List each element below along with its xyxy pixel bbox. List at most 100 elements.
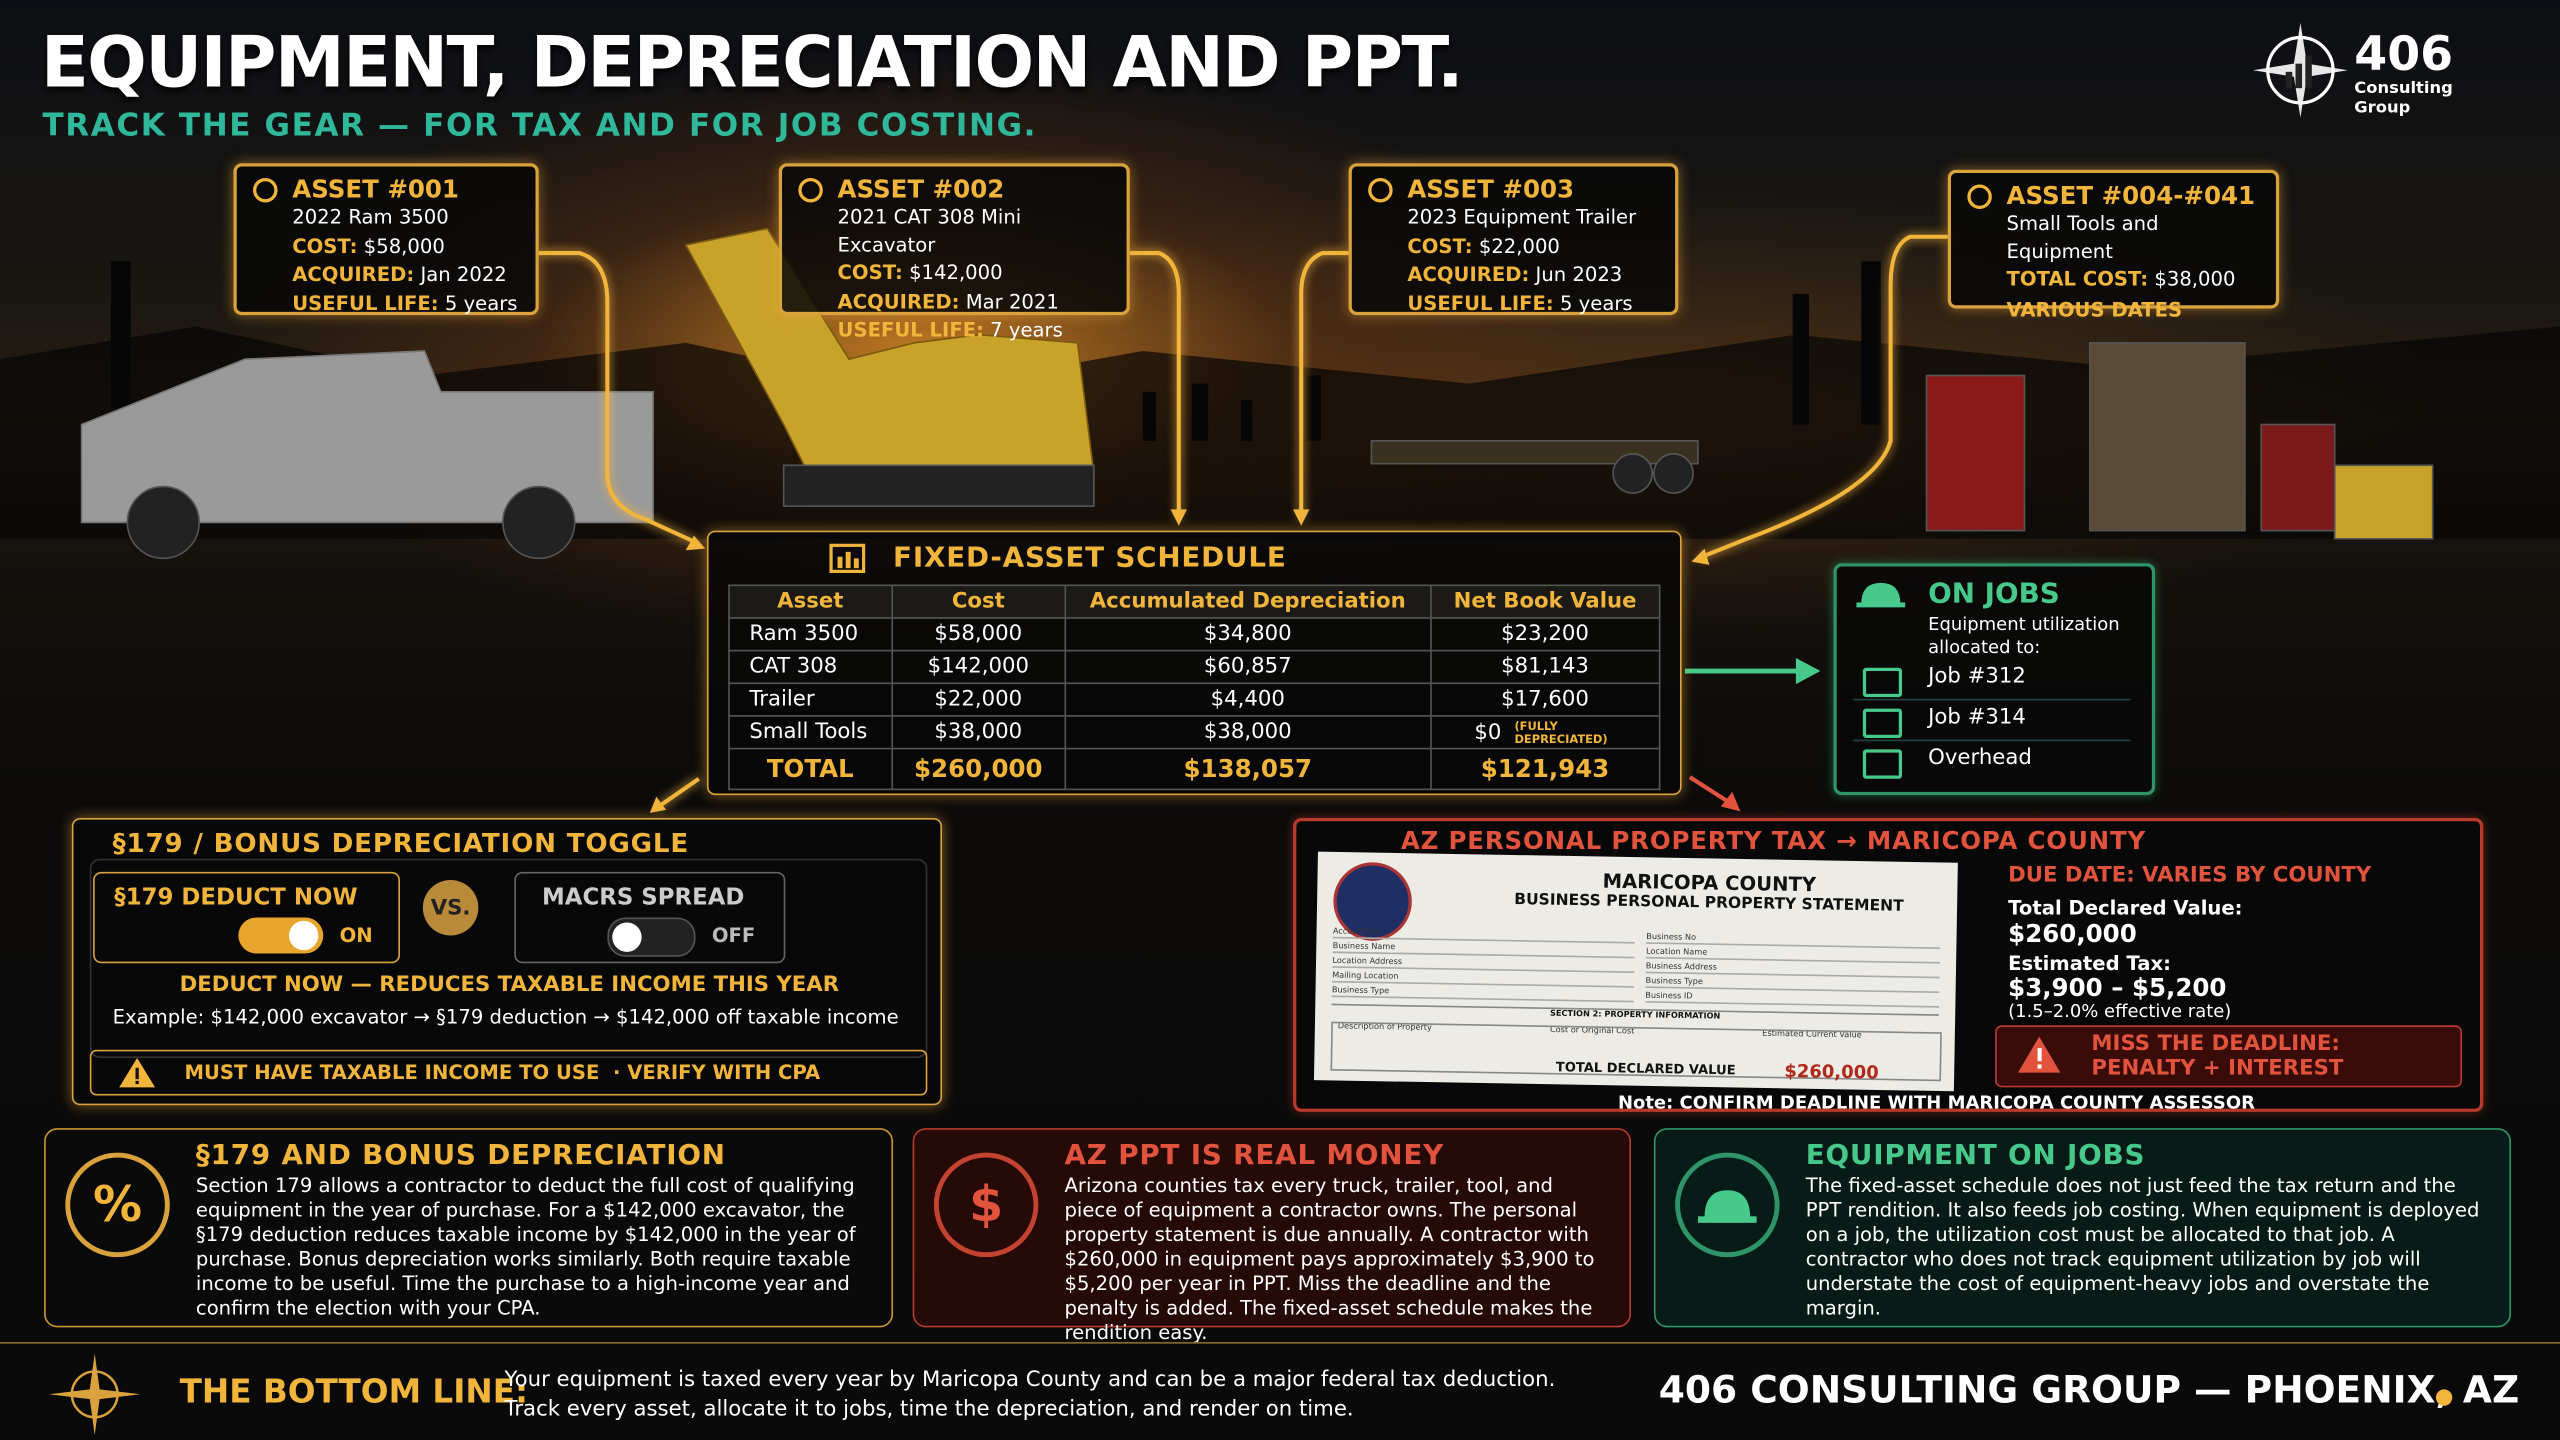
cell-text: $23,200	[1501, 622, 1589, 647]
total-row: TOTAL $260,000 $138,057 $121,943	[728, 747, 1661, 791]
asset-box: ASSET #004-#041 Small Tools and Equipment…	[1947, 169, 2280, 321]
declared-label: Total Declared Value:	[2008, 896, 2243, 920]
toggle-warning-bar: MUST HAVE TAXABLE INCOME TO USE · VERIFY…	[89, 1049, 928, 1096]
table-row: Trailer $22,000 $4,400 $17,600	[728, 682, 1661, 717]
cell-text: $17,600	[1501, 687, 1589, 712]
asset-field: USEFUL LIFE: 5 years	[1407, 290, 1662, 317]
column-header: Asset	[728, 584, 893, 619]
table-cell: $58,000	[890, 617, 1066, 652]
field-value: Jun 2023	[1535, 262, 1623, 286]
helmet-icon	[1856, 582, 1906, 608]
shape	[649, 796, 667, 814]
cell-text: Small Tools	[749, 720, 868, 745]
cell-text: $38,000	[934, 720, 1023, 745]
switch-off[interactable]	[607, 917, 696, 957]
asset-note: VARIOUS DATES	[2006, 297, 2183, 321]
shape	[1691, 548, 1710, 565]
form-field: Business ID	[1645, 991, 1940, 1008]
card-body: Arizona counties tax every truck, traile…	[1064, 1173, 1595, 1344]
field-label: ACQUIRED:	[837, 289, 960, 313]
total-cell: TOTAL	[728, 747, 893, 791]
field-label: TOTAL COST:	[2006, 267, 2149, 291]
field-value: $58,000	[363, 234, 445, 258]
arrowhead	[1720, 791, 1741, 812]
field-label: ACQUIRED:	[1407, 262, 1530, 286]
toggle-warning: MUST HAVE TAXABLE INCOME TO USE · VERIFY…	[184, 1061, 821, 1085]
cell-text: Trailer	[749, 687, 815, 712]
switch-knob	[612, 922, 642, 952]
shape	[845, 551, 851, 569]
asset-icon	[253, 177, 278, 203]
shape	[1925, 374, 2026, 532]
jobs-title: ON JOBS	[1928, 577, 2060, 611]
toggle-example: Example: $142,000 excavator → §179 deduc…	[112, 1005, 899, 1029]
footer-dot	[2435, 1389, 2453, 1406]
card-icon: %	[65, 1152, 170, 1258]
column-header: Net Book Value	[1429, 584, 1661, 619]
schedule-table-wrap: Asset Cost Accumulated Depreciation Net Boo…	[728, 584, 1661, 791]
job-item: Overhead	[1928, 746, 2032, 771]
shape	[655, 777, 700, 810]
vs-badge: VS.	[422, 879, 479, 936]
asset-id: ASSET #004-#041	[2006, 181, 2256, 211]
switch-on[interactable]	[238, 917, 324, 954]
logo-compass	[2253, 22, 2348, 118]
asset-name: 2021 CAT 308 Mini Excavator	[837, 205, 1022, 256]
asset-field: TOTAL COST: $38,000	[2007, 266, 2263, 293]
option-off: MACRS SPREAD OFF	[514, 871, 786, 964]
field-label: ACQUIRED:	[292, 262, 415, 286]
field-value: Jan 2022	[420, 262, 507, 286]
table-row: Small Tools $38,000 $38,000 $0 (FULLY DEPREC…	[728, 715, 1661, 750]
asset-icon	[1368, 177, 1393, 203]
shape	[1697, 234, 1948, 561]
card-jobs: EQUIPMENT ON JOBS The fixed-asset schedu…	[1653, 1128, 2512, 1328]
shape	[2305, 55, 2312, 89]
arrowhead	[1795, 657, 1821, 685]
shape	[1142, 391, 1156, 441]
jobs-subtitle: Equipment utilization allocated to:	[1928, 613, 2120, 658]
asset-connectors	[538, 234, 1948, 810]
table-cell: Trailer	[728, 682, 893, 717]
row-note: (FULLY DEPRECIATED)	[1514, 719, 1608, 746]
toggle-panel: §179 / BONUS DEPRECIATION TOGGLE §179 DE…	[71, 817, 943, 1106]
cell-text: $0	[1474, 720, 1502, 745]
ppt-warning-box: MISS THE DEADLINE: PENALTY + INTEREST	[1995, 1025, 2463, 1088]
shape	[1170, 509, 1187, 526]
form-statement: BUSINESS PERSONAL PROPERTY STATEMENT	[1514, 890, 1904, 916]
job-icon	[1862, 749, 1903, 779]
shape	[1370, 439, 1699, 465]
ppt-connector	[1688, 775, 1732, 805]
field-value: 7 years	[990, 318, 1063, 342]
card-title: §179 AND BONUS DEPRECIATION	[195, 1139, 726, 1173]
shape	[782, 464, 1095, 507]
helmet-icon	[1697, 1190, 1757, 1223]
job-divider	[1853, 739, 2131, 742]
shape	[837, 556, 843, 569]
table-cell: $17,600	[1429, 682, 1661, 717]
footer-brand: 406 CONSULTING GROUP — PHOENIX, AZ	[1658, 1369, 2520, 1413]
footer-compass	[48, 1353, 141, 1436]
footer-label: THE BOTTOM LINE:	[179, 1371, 529, 1411]
asset-field: ACQUIRED: Jun 2023	[1407, 261, 1662, 288]
card-body: Section 179 allows a contractor to deduc…	[195, 1173, 856, 1320]
schedule-title: FIXED-ASSET SCHEDULE	[893, 542, 1287, 575]
asset-box: ASSET #002 2021 CAT 308 Mini Excavator COS…	[778, 163, 1130, 341]
asset-icon	[1967, 184, 1992, 209]
form-field: Business Type	[1645, 976, 1940, 994]
fixed-asset-schedule: FIXED-ASSET SCHEDULE Asset Cost Accumulate…	[706, 530, 1682, 796]
table-cell: Ram 3500	[728, 617, 893, 652]
asset-id: ASSET #002	[837, 174, 1005, 205]
card-179: % §179 AND BONUS DEPRECIATION Section 17…	[44, 1128, 894, 1328]
form-field: Business Name	[1332, 941, 1635, 959]
shape	[685, 535, 706, 551]
field-label: COST:	[1407, 234, 1473, 258]
asset-box: ASSET #001 2022 Ram 3500 COST: $58,000 ACQU…	[233, 163, 539, 316]
shape	[1293, 509, 1310, 526]
ppt-panel: AZ PERSONAL PROPERTY TAX → MARICOPA COUN…	[1293, 817, 2484, 1113]
schedule-table: Asset Cost Accumulated Depreciation Net Boo…	[728, 584, 1661, 791]
field-value: 5 years	[444, 291, 518, 315]
shape	[1792, 293, 1809, 425]
